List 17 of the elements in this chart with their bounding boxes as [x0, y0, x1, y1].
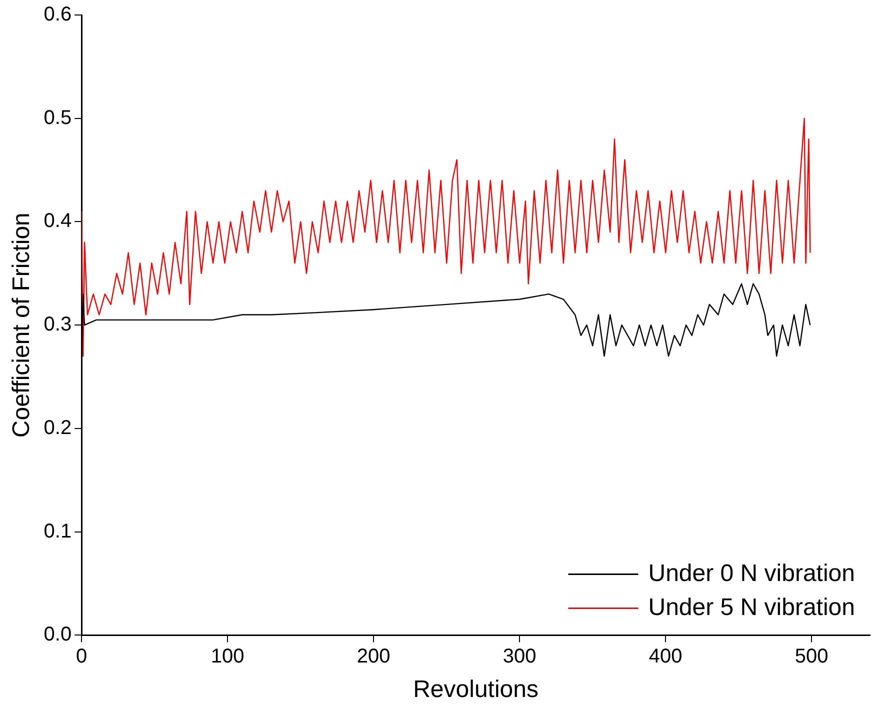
y-tick-label: 0.6	[44, 4, 72, 26]
y-axis-title: Coefficient of Friction	[8, 212, 36, 438]
x-tick-label: 400	[648, 646, 682, 668]
legend-label: Under 5 N vibration	[648, 594, 855, 621]
x-axis-title: Revolutions	[413, 676, 539, 704]
y-tick-label: 0.1	[44, 520, 72, 542]
y-tick-label: 0.3	[44, 314, 72, 336]
x-tick-label: 300	[502, 646, 536, 668]
y-tick-label: 0.2	[44, 416, 72, 439]
x-tick-label: 200	[356, 646, 390, 668]
x-tick-label: 100	[210, 646, 244, 668]
y-tick-label: 0.0	[44, 624, 72, 646]
x-tick-label: 0	[76, 646, 88, 668]
legend-label: Under 0 N vibration	[648, 560, 855, 587]
y-tick-label: 0.4	[44, 210, 72, 232]
y-tick-label: 0.5	[44, 106, 72, 129]
x-tick-label: 500	[794, 646, 828, 668]
